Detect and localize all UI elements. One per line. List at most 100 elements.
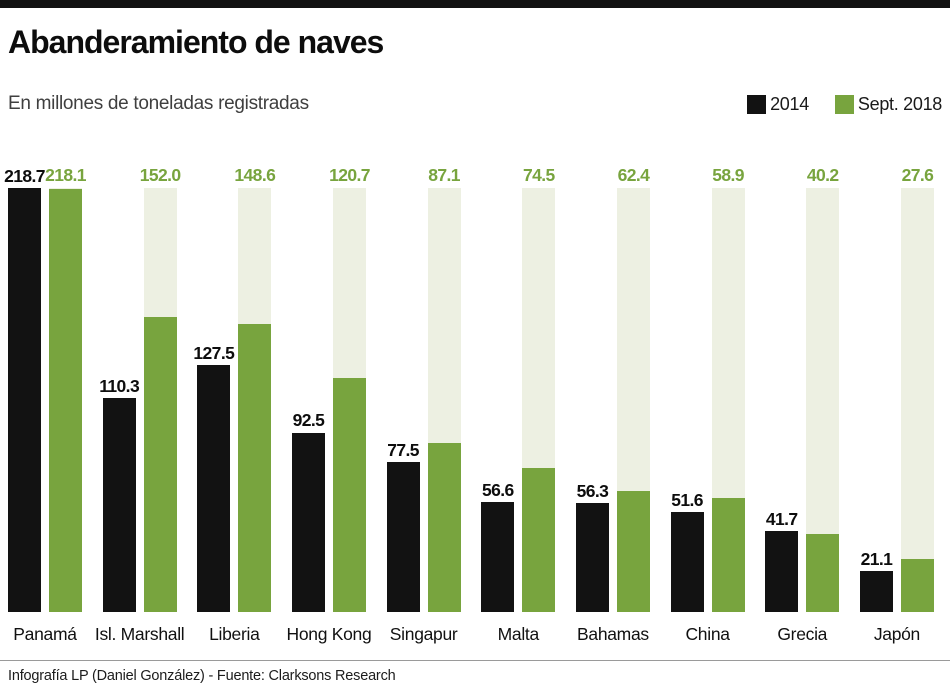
bar-value-2014: 56.3 [576,480,609,501]
bar-2014 [765,531,799,612]
bar-value-slot-2018: 62.4 [618,162,650,188]
bar-2018 [427,443,461,612]
bar-value-2014: 77.5 [387,439,419,460]
legend-label-2018: Sept. 2018 [857,93,942,114]
bar-column-2014: 21.1 [859,162,893,612]
bar-value-2018: 87.1 [428,164,460,185]
bar-2018 [332,378,366,612]
bar-value-2018: 152.0 [139,164,181,185]
bar-value-slot-2018: 152.0 [140,162,181,188]
bar-2018 [238,323,272,612]
bar-pair: 110.3 152.0 [99,162,181,612]
bar-value-2014: 41.7 [765,508,798,529]
bar-pair: 218.7 218.1 [4,162,87,612]
bar-value-slot-2018: 58.9 [712,162,744,188]
bar-value-slot-2018: 74.5 [523,162,555,188]
bar-value-slot-2018: 120.7 [329,162,370,188]
bar-column-2018: 74.5 [522,162,556,612]
bar-2018 [143,317,177,612]
bar-pair: 41.7 40.2 [765,162,840,612]
bar-column-2014: 110.3 [99,162,140,612]
bar-column-2018: 152.0 [140,162,181,612]
bar-column-2014: 92.5 [291,162,325,612]
bar-value-2014: 21.1 [860,548,893,569]
bar-track-2018 [900,188,934,612]
legend-item-2014: 2014 [747,94,809,115]
legend-item-2018: Sept. 2018 [834,93,942,115]
bar-pair: 127.5 148.6 [193,162,276,612]
bar-column-2018: 40.2 [806,162,840,612]
bar-column-2018: 27.6 [900,162,934,612]
category-cell: Isl. Marshall [95,624,185,645]
bar-track-2018 [616,188,650,612]
bar-group: 56.6 74.5 [481,162,556,612]
bar-2014 [102,398,136,612]
category-cell: Singapur [387,624,461,645]
category-cell: Bahamas [576,624,650,645]
category-cell: Malta [481,624,555,645]
bar-column-2018: 120.7 [329,162,370,612]
bar-value-2018: 120.7 [329,164,370,185]
bar-group: 21.1 27.6 [859,162,934,612]
category-cell: China [671,624,745,645]
bar-2014 [481,502,515,612]
top-divider-rule [0,0,950,8]
bar-group: 127.5 148.6 [193,162,276,612]
bar-column-2018: 58.9 [711,162,745,612]
bar-2018 [900,558,934,612]
bar-2014 [575,502,609,612]
bar-value-slot-2018: 27.6 [902,162,934,188]
bar-column-2014: 56.6 [481,162,515,612]
bar-track-2018 [332,188,366,612]
bar-column-2014: 218.7 [4,162,46,612]
bar-2014 [8,188,41,612]
bar-2018 [522,467,556,612]
category-label: Hong Kong [286,624,372,644]
category-label: Liberia [209,624,260,644]
category-label: Bahamas [577,624,649,644]
bar-column-2018: 87.1 [427,162,461,612]
category-cell: Panamá [8,624,82,645]
chart-subtitle: En millones de toneladas registradas [8,93,309,114]
bar-value-slot-2018: 87.1 [428,162,460,188]
bar-value-2014: 218.7 [4,165,45,186]
subtitle-row: En millones de toneladas registradas 201… [8,92,942,116]
bar-column-2018: 148.6 [234,162,276,612]
bar-column-2018: 62.4 [616,162,650,612]
legend-swatch-2014 [747,94,767,114]
bar-group: 56.3 62.4 [575,162,650,612]
bar-2014 [291,432,325,612]
bar-value-2018: 58.9 [712,164,744,185]
page-title: Abanderamiento de naves [8,24,384,60]
category-cell: Grecia [765,624,839,645]
category-cell: Liberia [197,624,271,645]
bar-track-2018 [806,188,840,612]
bar-column-2014: 56.3 [575,162,609,612]
bar-2018 [711,497,745,612]
legend-label-2014: 2014 [770,93,809,114]
bar-pair: 21.1 27.6 [859,162,934,612]
bar-value-slot-2018: 40.2 [807,162,839,188]
category-cell: Hong Kong [287,624,372,645]
bar-group: 110.3 152.0 [99,162,181,612]
bar-2018 [616,491,650,612]
bar-pair: 77.5 87.1 [386,162,461,612]
bar-2014 [859,571,893,612]
bar-value-2014: 110.3 [99,375,140,396]
bar-track-2018 [238,188,272,612]
bar-2014 [386,461,420,612]
bar-value-2014: 56.6 [481,480,514,501]
bar-pair: 56.6 74.5 [481,162,556,612]
bar-group: 77.5 87.1 [386,162,461,612]
category-label: Panamá [13,624,77,644]
bar-column-2018: 218.1 [45,162,87,612]
bar-value-2018: 74.5 [522,164,555,185]
category-cell: Japón [860,624,934,645]
category-label: Japón [873,624,920,644]
category-label: China [685,624,730,644]
bar-column-2014: 127.5 [193,162,235,612]
bar-pair: 51.6 58.9 [670,162,745,612]
bar-group: 92.5 120.7 [291,162,370,612]
category-label: Malta [497,624,540,644]
